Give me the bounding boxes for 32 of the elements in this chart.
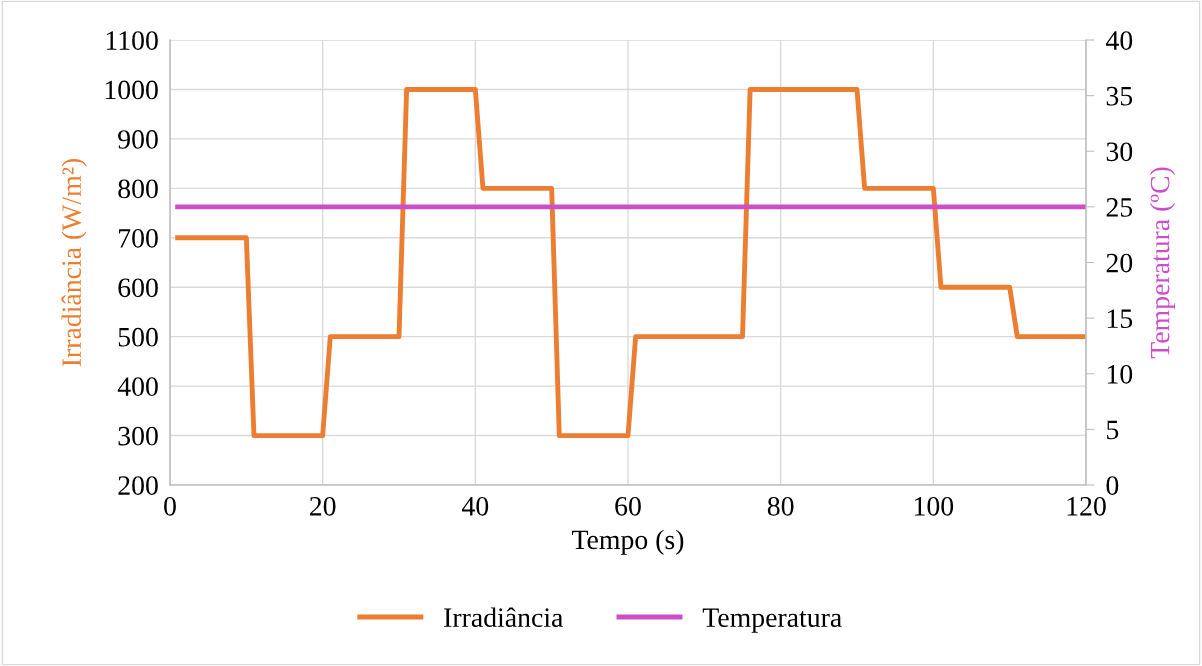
x-tick-label: 0 bbox=[164, 496, 176, 516]
y-tick-label: 600 bbox=[118, 278, 158, 298]
y2-tick-label: 25 bbox=[1106, 198, 1133, 217]
y2-tick-label: 30 bbox=[1106, 142, 1133, 162]
y-tick-label: 800 bbox=[118, 179, 158, 199]
x-tick-label: 80 bbox=[767, 496, 794, 516]
y-tick-label: 1100 bbox=[106, 31, 158, 50]
y2-tick-label: 35 bbox=[1106, 86, 1133, 106]
y2-tick-label: 40 bbox=[1105, 31, 1133, 50]
x-axis-title: Tempo (s) bbox=[572, 529, 684, 555]
y-tick-label: 300 bbox=[118, 426, 158, 446]
y-tick-label: 700 bbox=[119, 228, 158, 248]
legend-label: Temperatura bbox=[702, 608, 842, 633]
x-tick-label: 60 bbox=[615, 496, 641, 516]
x-tick-label: 40 bbox=[461, 496, 489, 516]
y-tick-label: 200 bbox=[118, 476, 158, 495]
y-tick-label: 1000 bbox=[105, 80, 158, 100]
y-axis-title: Irradiância (W/m²) bbox=[61, 158, 87, 367]
y-tick-label: 400 bbox=[117, 377, 158, 397]
y-tick-label: 900 bbox=[118, 130, 158, 149]
y2-tick-label: 5 bbox=[1107, 420, 1119, 440]
y2-tick-label: 15 bbox=[1107, 309, 1133, 329]
legend-label: Irradiância bbox=[444, 607, 564, 628]
y-tick-label: 500 bbox=[118, 327, 158, 347]
y2-tick-label: 0 bbox=[1106, 476, 1119, 495]
x-tick-label: 120 bbox=[1067, 496, 1106, 516]
y2-tick-label: 10 bbox=[1107, 364, 1133, 384]
x-tick-label: 100 bbox=[914, 496, 954, 516]
y2-tick-label: 20 bbox=[1106, 253, 1133, 273]
line-series bbox=[175, 87, 1086, 438]
y2-axis-title: Temperatura (ºC) bbox=[1149, 167, 1176, 359]
x-tick-label: 20 bbox=[310, 496, 336, 516]
